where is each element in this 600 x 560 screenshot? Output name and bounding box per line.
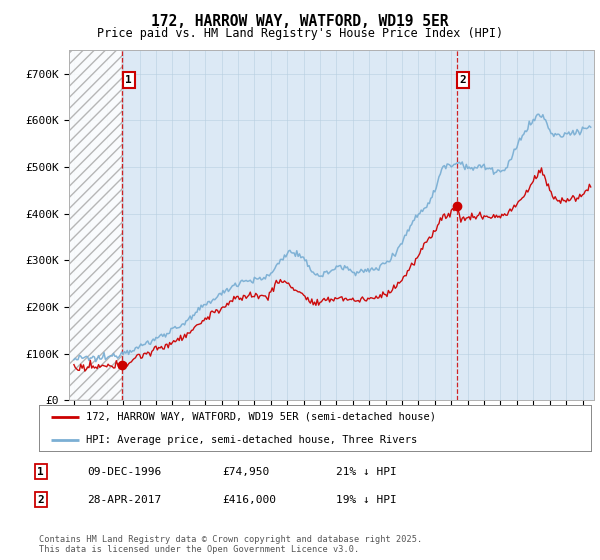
Text: 1: 1 <box>125 75 132 85</box>
Text: £416,000: £416,000 <box>222 494 276 505</box>
Text: 19% ↓ HPI: 19% ↓ HPI <box>336 494 397 505</box>
Text: HPI: Average price, semi-detached house, Three Rivers: HPI: Average price, semi-detached house,… <box>86 435 417 445</box>
Text: 09-DEC-1996: 09-DEC-1996 <box>87 466 161 477</box>
Text: £74,950: £74,950 <box>222 466 269 477</box>
Text: Contains HM Land Registry data © Crown copyright and database right 2025.
This d: Contains HM Land Registry data © Crown c… <box>39 535 422 554</box>
Text: 21% ↓ HPI: 21% ↓ HPI <box>336 466 397 477</box>
Text: 172, HARROW WAY, WATFORD, WD19 5ER (semi-detached house): 172, HARROW WAY, WATFORD, WD19 5ER (semi… <box>86 412 436 422</box>
Text: Price paid vs. HM Land Registry's House Price Index (HPI): Price paid vs. HM Land Registry's House … <box>97 27 503 40</box>
Text: 28-APR-2017: 28-APR-2017 <box>87 494 161 505</box>
Bar <box>69 50 122 400</box>
Text: 1: 1 <box>37 466 44 477</box>
Text: 172, HARROW WAY, WATFORD, WD19 5ER: 172, HARROW WAY, WATFORD, WD19 5ER <box>151 14 449 29</box>
Text: 2: 2 <box>460 75 467 85</box>
Text: 2: 2 <box>37 494 44 505</box>
